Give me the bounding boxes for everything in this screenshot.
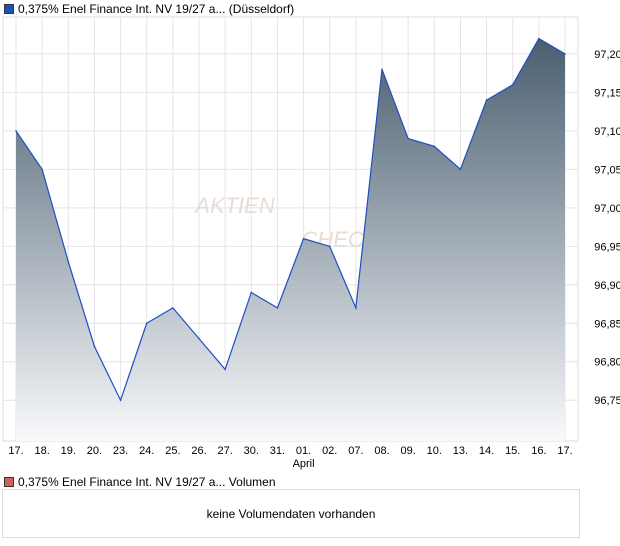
x-tick-label: 17. xyxy=(557,445,572,457)
volume-panel: keine Volumendaten vorhanden xyxy=(2,489,580,538)
y-tick-label: 97,05 xyxy=(594,164,620,176)
x-tick-label: 07. xyxy=(348,445,363,457)
x-tick-label: 09. xyxy=(400,445,415,457)
volume-message: keine Volumendaten vorhanden xyxy=(206,506,376,521)
x-tick-label: 26. xyxy=(191,445,206,457)
x-tick-label: 20. xyxy=(87,445,102,457)
data-point xyxy=(172,307,174,309)
price-line xyxy=(15,37,566,402)
data-point xyxy=(355,307,357,309)
x-tick-label: 25. xyxy=(165,445,180,457)
data-point xyxy=(538,37,540,40)
data-point xyxy=(328,245,331,248)
data-point xyxy=(93,345,96,348)
price-legend: 0,375% Enel Finance Int. NV 19/27 a... (… xyxy=(4,2,294,16)
data-point xyxy=(145,322,148,325)
y-tick-label: 96,95 xyxy=(594,241,620,253)
data-point xyxy=(407,137,409,140)
x-tick-label: 27. xyxy=(217,445,232,457)
chart-title: 0,375% Enel Finance Int. NV 19/27 a... (… xyxy=(18,2,295,16)
x-tick-label: 10. xyxy=(427,445,442,457)
data-point xyxy=(511,83,514,86)
data-point xyxy=(198,337,200,340)
y-tick-label: 97,15 xyxy=(594,87,620,99)
x-tick-label: 14. xyxy=(479,445,494,457)
y-tick-label: 97,00 xyxy=(594,203,620,215)
y-tick-label: 97,20 xyxy=(594,49,620,61)
y-tick-label: 97,10 xyxy=(594,126,620,138)
x-tick-label: 19. xyxy=(61,445,76,457)
data-point xyxy=(276,307,279,309)
data-point xyxy=(433,145,436,148)
data-point xyxy=(41,168,43,171)
data-point xyxy=(485,99,488,101)
volume-legend-swatch xyxy=(4,477,14,487)
price-area xyxy=(16,38,565,442)
x-tick-label: 13. xyxy=(453,445,468,457)
y-tick-label: 96,80 xyxy=(594,357,620,369)
x-sublabel: April xyxy=(293,458,315,470)
x-tick-label: 31. xyxy=(270,445,285,457)
price-chart: 17. 18. 19. 20. 23. 24. 25. 26. 27. 30. 31. 01. 02. 0… xyxy=(2,16,620,470)
x-tick-label: 16. xyxy=(531,445,546,457)
data-point xyxy=(224,368,226,371)
x-tick-label: 08. xyxy=(374,445,389,457)
x-tick-label: 15. xyxy=(505,445,520,457)
data-point xyxy=(381,68,383,71)
volume-legend-label: 0,375% Enel Finance Int. NV 19/27 a... V… xyxy=(18,475,276,489)
volume-legend: 0,375% Enel Finance Int. NV 19/27 a... V… xyxy=(4,475,276,489)
data-point xyxy=(15,130,17,132)
y-tick-label: 96,90 xyxy=(594,280,620,292)
x-tick-label: 23. xyxy=(113,445,128,457)
data-point xyxy=(67,260,70,263)
x-tick-label: 02. xyxy=(322,445,337,457)
data-point xyxy=(564,53,566,55)
y-tick-label: 96,85 xyxy=(594,318,620,330)
y-tick-label: 96,75 xyxy=(594,395,620,407)
data-point xyxy=(459,168,462,171)
x-tick-label: 30. xyxy=(244,445,259,457)
data-point xyxy=(302,237,305,240)
watermark: AKTIEN xyxy=(193,193,275,218)
data-point xyxy=(250,291,253,294)
x-tick-label: 24. xyxy=(139,445,154,457)
x-tick-label: 17. xyxy=(8,445,23,457)
x-tick-label: 18. xyxy=(34,445,49,457)
legend-swatch xyxy=(4,4,14,14)
x-tick-label: 01. xyxy=(296,445,311,457)
data-point xyxy=(119,399,122,402)
